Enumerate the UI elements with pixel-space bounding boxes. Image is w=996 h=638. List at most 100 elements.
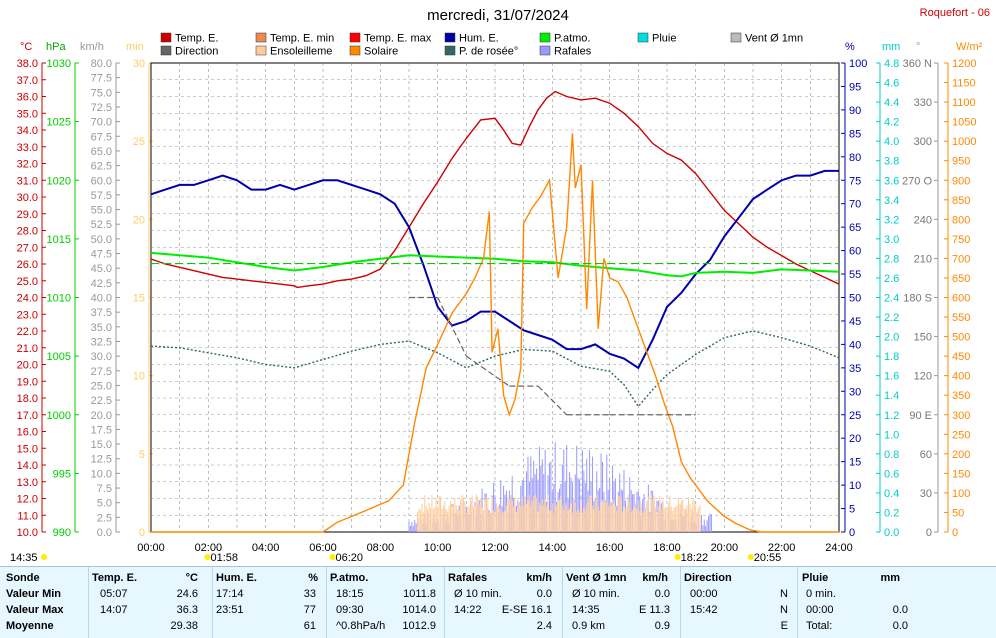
axis-label-solar: 600 — [952, 293, 970, 305]
table-cell: 00:00 — [806, 604, 834, 616]
table-cell: E — [780, 620, 788, 632]
table-cell: 14:22 — [454, 604, 482, 616]
table-divider — [212, 567, 213, 638]
axis-label-sun: 25 — [133, 136, 145, 148]
legend: Temp. E. Temp. E. min Temp. E. max Hum. E. P… — [160, 32, 803, 58]
axis-label-wind: 20.0 — [91, 410, 112, 422]
table-cell: 17:14 — [216, 588, 244, 600]
legend-label: Vent Ø 1mn — [745, 33, 803, 45]
axis-label-wind: 50.0 — [91, 234, 112, 246]
axis-label-hum: 45 — [849, 316, 861, 328]
table-cell: 24.6 — [176, 588, 198, 600]
axis-label-solar: 700 — [952, 253, 970, 265]
table-header: Vent Ø 1mn — [566, 572, 627, 584]
axis-label-wind: 45.0 — [91, 263, 112, 275]
axis-label-solar: 300 — [952, 410, 970, 422]
legend-label: Temp. E. min — [270, 33, 334, 45]
axis-label-dir: 60 — [920, 449, 932, 461]
table-cell: 36.3 — [176, 604, 198, 616]
axis-label-hum: 75 — [849, 175, 861, 187]
axis-label-wind: 70.0 — [91, 117, 112, 129]
axis-label-solar: 750 — [952, 234, 970, 246]
legend-swatch — [539, 45, 551, 56]
time-mark-label: 06:20 — [335, 552, 363, 564]
table-divider — [680, 567, 681, 638]
axis-label-temp: 38.0 — [17, 58, 38, 70]
table-cell: 15:42 — [690, 604, 718, 616]
x-tick-label: 00:00 — [137, 542, 165, 554]
table-cell: N — [780, 588, 788, 600]
legend-label: Hum. E. — [459, 33, 499, 45]
direction-segment — [537, 385, 568, 416]
axis-label-solar: 100 — [952, 488, 970, 500]
axis-label-rain: 2.4 — [884, 293, 899, 305]
axis-label-temp: 33.0 — [17, 142, 38, 154]
x-tick-label: 18:00 — [653, 542, 681, 554]
axis-label-temp: 29.0 — [17, 209, 38, 221]
axis-label-temp: 10.0 — [17, 527, 38, 539]
axis-label-wind: 2.5 — [97, 512, 112, 524]
table-cell: 09:30 — [336, 604, 364, 616]
axis-label-temp: 27.0 — [17, 242, 38, 254]
table-cell: 14:07 — [100, 604, 128, 616]
axis-label-rain: 0.0 — [884, 527, 899, 539]
table-cell: 00:00 — [690, 588, 718, 600]
table-cell: 2.4 — [536, 620, 552, 632]
axis-label-hum: 35 — [849, 363, 861, 375]
axis-label-solar: 1100 — [952, 97, 976, 109]
axis-label-dir: 300 — [914, 136, 932, 148]
table-cell: E 11.3 — [639, 604, 670, 616]
axis-label-wind: 62.5 — [91, 161, 112, 173]
table-cell: 29.38 — [170, 620, 198, 632]
x-tick-label: 10:00 — [424, 542, 452, 554]
axis-label-temp: 12.0 — [17, 494, 38, 506]
time-mark-dot — [204, 554, 211, 560]
axis-label-solar: 200 — [952, 449, 970, 461]
axis-unit-hum: % — [845, 41, 855, 53]
axis-label-wind: 22.5 — [91, 395, 112, 407]
axis-label-dir: 240 — [914, 214, 932, 226]
axis-label-wind: 72.5 — [91, 102, 112, 114]
table-cell: N — [780, 604, 788, 616]
axis-label-solar: 50 — [952, 507, 964, 519]
axis-label-sun: 20 — [133, 214, 145, 226]
axis-label-wind: 27.5 — [91, 366, 112, 378]
legend-swatch — [160, 32, 172, 43]
legend-label: P. de rosée° — [459, 46, 518, 58]
x-tick-label: 14:00 — [539, 542, 567, 554]
axis-label-rain: 0.2 — [884, 507, 899, 519]
axis-label-solar: 350 — [952, 390, 970, 402]
axis-label-hum: 50 — [849, 293, 861, 305]
axis-label-hum: 30 — [849, 386, 861, 398]
time-mark-label: 20:55 — [754, 552, 782, 564]
table-cell: 0.0 — [536, 588, 552, 600]
axis-label-dir: 150 — [914, 332, 932, 344]
axis-label-rain: 3.2 — [884, 214, 899, 226]
axis-label-wind: 0.0 — [97, 527, 112, 539]
axis-label-solar: 850 — [952, 195, 970, 207]
axis-label-wind: 65.0 — [91, 146, 112, 158]
series-solaire — [151, 133, 839, 533]
axis-label-rain: 1.2 — [884, 410, 899, 422]
axis-label-rain: 4.8 — [884, 58, 899, 70]
axis-label-temp: 15.0 — [17, 443, 38, 455]
table-header: Sonde — [6, 572, 40, 584]
table-cell: E-SE 16.1 — [501, 604, 552, 616]
axis-label-rain: 0.8 — [884, 449, 899, 461]
table-header: hPa — [411, 572, 432, 584]
axis-label-wind: 42.5 — [91, 278, 112, 290]
series-temp-e- — [150, 90, 840, 289]
axis-label-temp: 23.0 — [17, 309, 38, 321]
time-mark-dot — [41, 554, 47, 560]
axis-label-wind: 37.5 — [91, 307, 112, 319]
axis-label-solar: 800 — [952, 214, 970, 226]
legend-label: Direction — [175, 46, 218, 58]
x-tick-label: 22:00 — [768, 542, 796, 554]
axis-label-temp: 16.0 — [17, 427, 38, 439]
axis-label-solar: 500 — [952, 332, 970, 344]
table-divider — [444, 567, 445, 638]
axis-label-solar: 650 — [952, 273, 970, 285]
axis-unit-solar: W/m² — [956, 41, 983, 53]
axis-label-temp: 32.0 — [17, 159, 38, 171]
axis-label-hum: 60 — [849, 246, 861, 258]
